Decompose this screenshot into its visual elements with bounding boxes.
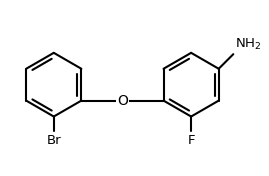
Text: O: O bbox=[117, 94, 128, 108]
Text: F: F bbox=[187, 134, 195, 147]
Text: NH$_2$: NH$_2$ bbox=[235, 37, 262, 52]
Text: Br: Br bbox=[47, 134, 61, 147]
